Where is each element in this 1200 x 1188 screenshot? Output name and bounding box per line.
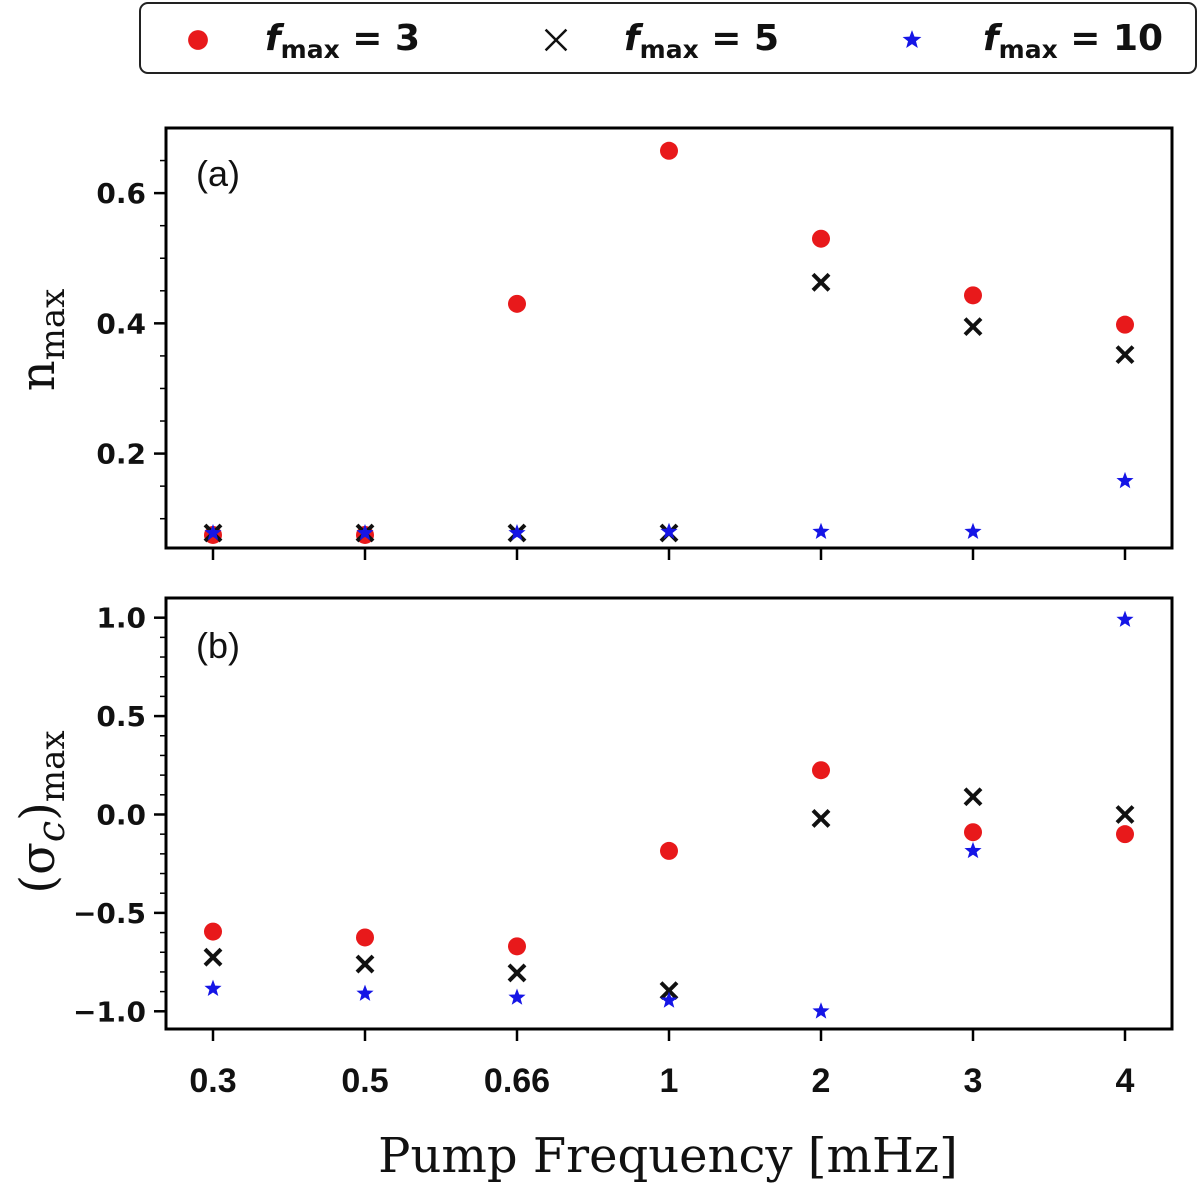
- panel-b-y-tick-label: 1.0: [96, 602, 146, 635]
- panel-a-point-x: [1115, 345, 1135, 365]
- panel-a: (a) 0.2 0.4 0.6 nmax: [10, 126, 1174, 560]
- legend-frame: [139, 2, 1197, 74]
- x-tick-label: 4: [1116, 1062, 1135, 1100]
- panel-a-point-star: [812, 522, 830, 539]
- panel-a-point-x: [963, 317, 983, 337]
- x-tick-label: 2: [812, 1062, 831, 1100]
- panel-b-y-tick-label: −0.5: [73, 897, 146, 930]
- panel-a-point-star: [660, 522, 678, 539]
- panel-a-y-axis-title: nmax: [10, 289, 73, 392]
- panel-b-point-star: [356, 984, 374, 1001]
- panel-b-label: (b): [196, 625, 240, 666]
- panel-b-point-star: [508, 988, 526, 1005]
- panel-a-frame: [164, 126, 1174, 550]
- panel-a-point-circle: [964, 286, 982, 305]
- panel-a-point-x: [811, 272, 831, 292]
- legend-entry-label: fmax = 10: [983, 18, 1163, 64]
- panel-a-point-star: [1116, 471, 1134, 489]
- panel-a-y-tick-label: 0.2: [96, 438, 146, 471]
- panel-a-point-star: [204, 524, 222, 541]
- panel-b-point-star: [812, 1002, 830, 1019]
- panel-b-frame: [164, 596, 1174, 1031]
- legend-marker-star: [902, 30, 922, 49]
- panel-b-point-star: [1116, 610, 1134, 627]
- legend-marker-x: [544, 28, 568, 52]
- x-axis-title: Pump Frequency [mHz]: [378, 1128, 958, 1184]
- x-tick-label: 3: [964, 1062, 983, 1100]
- panel-b-point-circle: [964, 823, 982, 842]
- panel-b-point-x: [507, 963, 527, 983]
- x-tick-label: 0.3: [189, 1062, 236, 1100]
- panel-b-y-axis-title: (σc)max: [10, 730, 73, 893]
- panel-b-point-star: [204, 979, 222, 996]
- x-tick-label: 1: [660, 1062, 679, 1100]
- panel-b-point-circle: [660, 841, 678, 860]
- panel-b-y-tick-label: 0.0: [96, 798, 146, 831]
- legend-entry-label: fmax = 5: [624, 18, 779, 64]
- panel-a-point-circle: [660, 141, 678, 160]
- panel-a-y-tick-label: 0.6: [96, 177, 146, 210]
- panel-b-point-x: [659, 981, 679, 1001]
- panel-b-point-circle: [508, 937, 526, 956]
- panel-a-point-circle: [812, 229, 830, 248]
- panel-a-point-star: [508, 524, 526, 541]
- panel-b-point-circle: [1116, 825, 1134, 844]
- panel-b-y-tick-label: 0.5: [96, 700, 146, 733]
- panel-a-point-circle: [1116, 315, 1134, 334]
- panel-a-point-circle: [508, 294, 526, 313]
- panel-b-point-x: [1115, 805, 1135, 824]
- panel-b-point-x: [355, 954, 375, 974]
- panel-b: (b) −1.0 −0.5 0.0 0.5 1.0 (σc)max: [10, 596, 1174, 1041]
- panel-b-point-circle: [812, 761, 830, 780]
- panel-b-point-x: [811, 809, 831, 828]
- panel-b-point-circle: [204, 922, 222, 941]
- legend-marker-circle: [188, 30, 208, 50]
- panel-b-y-tick-label: −1.0: [73, 995, 146, 1028]
- legend: fmax = 3 fmax = 5 fmax = 10: [139, 2, 1197, 74]
- panel-b-point-circle: [356, 928, 374, 947]
- panel-b-point-x: [963, 787, 983, 807]
- x-tick-label: 0.66: [484, 1062, 550, 1100]
- panel-a-y-tick-label: 0.4: [96, 307, 146, 340]
- panel-a-point-star: [356, 524, 374, 541]
- panel-a-label: (a): [196, 153, 240, 194]
- panel-a-point-star: [964, 522, 982, 539]
- legend-entry-label: fmax = 3: [265, 18, 420, 64]
- panel-b-point-star: [964, 841, 982, 859]
- panel-b-point-star: [660, 991, 678, 1008]
- x-tick-label: 0.5: [341, 1062, 388, 1100]
- panel-b-point-x: [203, 947, 223, 967]
